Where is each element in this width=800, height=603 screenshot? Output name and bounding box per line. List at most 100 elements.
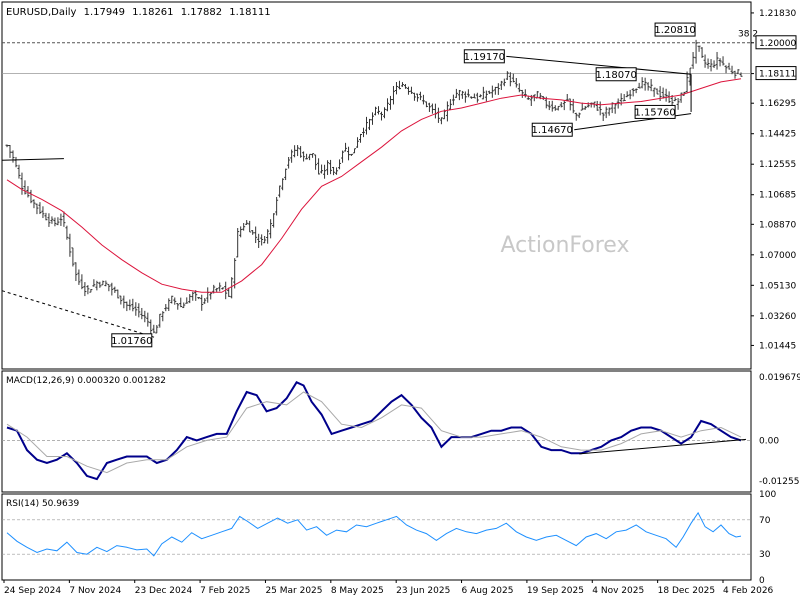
price-bar bbox=[448, 99, 452, 110]
macd-signal-line bbox=[6, 391, 742, 474]
price-bar bbox=[517, 83, 521, 93]
price-bar bbox=[577, 112, 581, 119]
price-bar bbox=[239, 226, 243, 238]
price-bar bbox=[655, 88, 659, 95]
price-bar bbox=[143, 310, 147, 323]
price-bar bbox=[221, 287, 225, 290]
price-bar bbox=[41, 206, 45, 219]
price-axis-label: 1.07000 bbox=[759, 251, 796, 261]
macd-trend-line-1 bbox=[579, 438, 747, 455]
price-bar bbox=[628, 89, 632, 100]
price-bar bbox=[574, 112, 578, 121]
macd-axis-label: 0.00 bbox=[759, 436, 779, 446]
price-bar bbox=[44, 212, 48, 221]
price-axis-label: 1.20000 bbox=[759, 39, 796, 49]
price-bar bbox=[421, 94, 425, 105]
price-bar bbox=[260, 234, 264, 246]
annotation-1-19170: 1.19170 bbox=[464, 49, 505, 64]
price-bar bbox=[520, 89, 524, 98]
price-bar bbox=[128, 299, 132, 311]
price-bar bbox=[275, 196, 279, 216]
rsi-axis-label: 0 bbox=[759, 576, 765, 586]
price-bar bbox=[23, 180, 27, 195]
price-axis-label: 1.16295 bbox=[759, 99, 796, 109]
x-axis-label: 7 Feb 2025 bbox=[200, 586, 250, 596]
price-bar bbox=[679, 92, 683, 103]
price-bar bbox=[601, 112, 605, 122]
price-bar bbox=[347, 146, 351, 161]
price-bar bbox=[314, 154, 318, 170]
price-bar bbox=[427, 102, 431, 112]
price-bar bbox=[272, 213, 276, 228]
price-trend-line-1 bbox=[1, 158, 64, 161]
price-bar bbox=[598, 101, 602, 116]
price-bar bbox=[83, 282, 87, 297]
price-bar bbox=[116, 289, 120, 299]
price-bar bbox=[98, 281, 102, 288]
price-axis-label: 1.14425 bbox=[759, 130, 796, 140]
price-bar bbox=[188, 294, 192, 304]
price-bar bbox=[284, 168, 288, 181]
price-bar bbox=[385, 98, 389, 112]
macd-pane-border bbox=[1, 370, 752, 493]
price-bar bbox=[152, 324, 156, 334]
price-bar bbox=[164, 304, 168, 312]
price-bar bbox=[532, 94, 536, 102]
price-bar bbox=[673, 97, 677, 102]
annotation-text: 1.15760 bbox=[634, 107, 675, 118]
price-bar bbox=[514, 77, 518, 88]
moving-average-line bbox=[6, 78, 742, 293]
price-bar bbox=[637, 82, 641, 89]
price-bar bbox=[547, 100, 551, 111]
price-bar bbox=[475, 92, 479, 103]
price-bar bbox=[439, 117, 443, 125]
price-bar bbox=[685, 71, 689, 93]
annotation-layer: 1.01760 1.19170 1.14670 1.18070 1.15760 1.208… bbox=[111, 22, 696, 348]
price-bar bbox=[113, 286, 117, 293]
price-bar bbox=[218, 282, 222, 292]
price-bar bbox=[185, 297, 189, 304]
price-bar bbox=[197, 297, 201, 300]
price-bar bbox=[8, 144, 12, 158]
price-bar bbox=[119, 295, 123, 305]
price-bar bbox=[376, 106, 380, 115]
price-bar bbox=[182, 302, 186, 309]
annotation-box bbox=[634, 104, 676, 119]
y-axis-layer: 1.21830 1.20000 1.18111 1.16295 1.14425 1.125… bbox=[751, 9, 800, 586]
price-bar bbox=[101, 280, 105, 286]
price-bar bbox=[709, 59, 713, 72]
price-bar bbox=[371, 112, 375, 125]
price-bar bbox=[409, 86, 413, 94]
price-bar bbox=[649, 79, 653, 92]
price-bar bbox=[562, 100, 566, 111]
price-bar bbox=[553, 105, 557, 111]
price-bar bbox=[71, 247, 75, 267]
price-bar bbox=[140, 307, 144, 320]
price-bar bbox=[613, 103, 617, 114]
price-bar bbox=[550, 100, 554, 112]
price-bar bbox=[523, 89, 527, 98]
price-bar bbox=[287, 156, 291, 169]
price-bar bbox=[365, 116, 369, 135]
price-bar bbox=[227, 287, 231, 297]
price-bar bbox=[700, 47, 704, 59]
price-bar bbox=[248, 220, 252, 233]
price-bar bbox=[350, 153, 354, 156]
price-bar bbox=[176, 303, 180, 310]
x-axis-label: 7 Nov 2024 bbox=[69, 586, 121, 596]
price-bar bbox=[170, 295, 174, 304]
price-bar bbox=[559, 102, 563, 108]
price-bar bbox=[323, 164, 327, 179]
price-bar bbox=[65, 225, 69, 240]
price-bar bbox=[739, 72, 743, 77]
price-bar bbox=[583, 105, 587, 110]
x-axis-label: 18 Dec 2025 bbox=[658, 586, 716, 596]
price-bar bbox=[320, 164, 324, 174]
price-bar bbox=[266, 229, 270, 244]
price-bar bbox=[595, 100, 599, 111]
price-trend-line-3 bbox=[506, 55, 692, 75]
annotation-text: 1.18070 bbox=[595, 70, 636, 81]
price-axis-label: 1.01445 bbox=[759, 341, 796, 351]
price-bar bbox=[125, 301, 129, 312]
